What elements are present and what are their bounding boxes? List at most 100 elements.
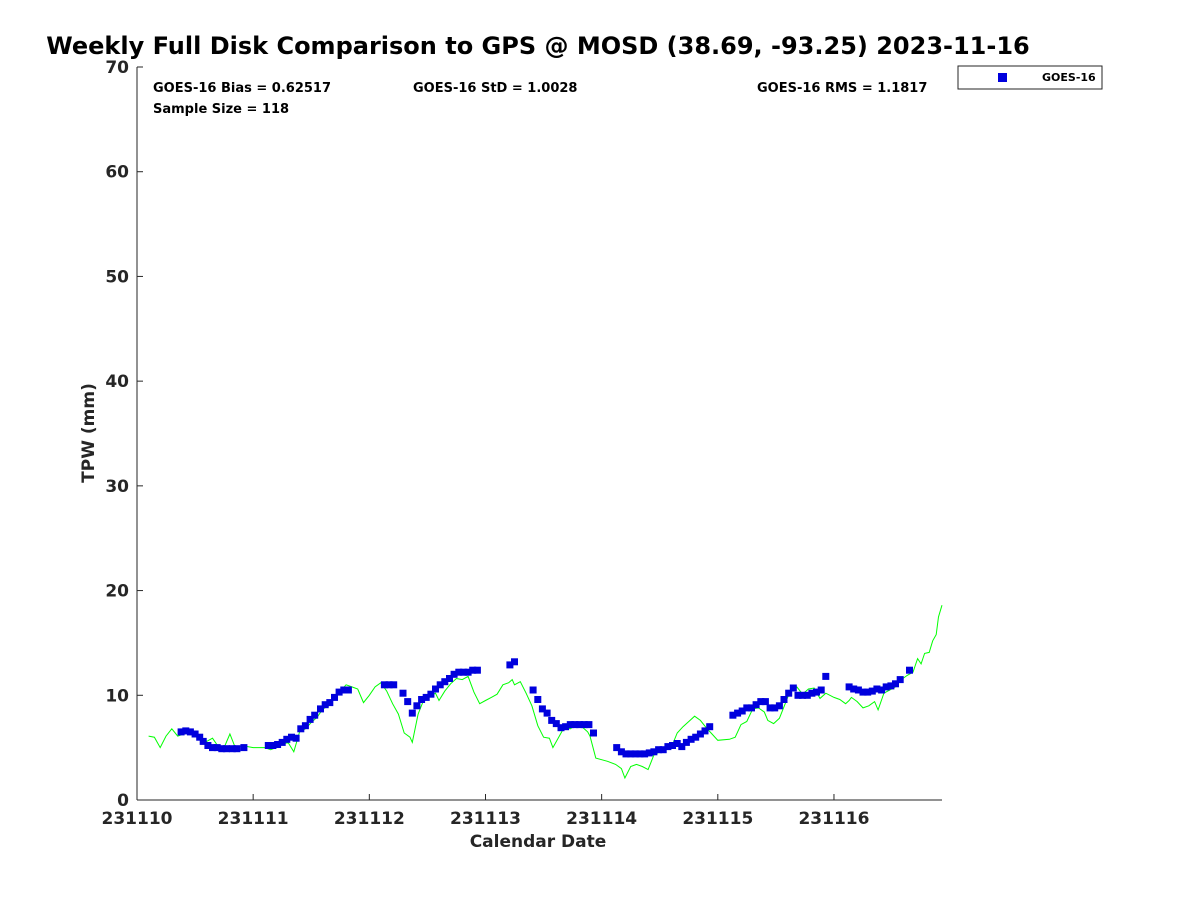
x-tick-label: 231114 — [566, 809, 637, 829]
goes16-data-point — [645, 749, 653, 757]
goes16-data-point — [873, 685, 881, 693]
goes16-data-point — [199, 737, 207, 745]
legend-box — [957, 65, 1103, 90]
goes16-data-point — [892, 680, 899, 688]
goes16-data-point — [218, 745, 226, 753]
chart-title: Weekly Full Disk Comparison to GPS @ MOS… — [46, 32, 1029, 60]
goes16-data-point — [209, 744, 216, 752]
goes16-data-point — [385, 681, 393, 689]
goes16-data-point — [177, 728, 185, 736]
goes16-data-point — [233, 745, 241, 753]
x-tick-label: 231116 — [798, 809, 869, 829]
goes16-data-point — [543, 709, 551, 717]
goes16-data-point — [464, 668, 472, 676]
gps-series-line — [148, 605, 943, 780]
goes16-data-point — [864, 688, 872, 696]
goes16-data-point — [845, 683, 853, 691]
goes16-data-point — [622, 750, 630, 758]
goes16-data-point — [655, 746, 663, 754]
goes16-data-point — [813, 688, 820, 696]
goes16-data-point — [636, 750, 644, 758]
goes16-data-point — [803, 691, 811, 699]
x-tick-label: 231110 — [102, 809, 173, 829]
goes16-data-point — [278, 738, 286, 746]
goes16-data-point — [868, 687, 876, 695]
goes16-data-point — [288, 733, 295, 741]
goes16-data-point — [585, 721, 593, 729]
goes16-data-point — [794, 691, 802, 699]
goes16-data-point — [552, 720, 560, 728]
y-tick-label: 60 — [105, 163, 129, 183]
goes16-data-point — [906, 666, 913, 674]
goes16-data-point — [576, 721, 584, 729]
goes16-data-point — [306, 715, 314, 723]
goes16-data-point — [469, 666, 477, 674]
goes16-data-point — [641, 750, 649, 758]
goes16-data-point — [436, 681, 444, 689]
goes16-data-point — [408, 709, 416, 717]
bias-stat: GOES-16 Bias = 0.62517 — [153, 81, 331, 96]
y-tick-label: 10 — [105, 686, 129, 706]
goes16-data-point — [331, 693, 338, 701]
goes16-data-point — [878, 686, 886, 694]
goes16-data-point — [854, 686, 862, 694]
goes16-data-point — [748, 704, 755, 712]
goes16-data-point — [822, 672, 830, 680]
goes16-data-point — [734, 709, 742, 717]
y-tick-label: 20 — [105, 582, 129, 602]
goes16-data-point — [446, 675, 453, 682]
goes16-data-point — [789, 684, 797, 692]
sample-size-stat: Sample Size = 118 — [153, 102, 289, 117]
goes16-data-point — [292, 734, 300, 742]
goes16-data-point — [404, 698, 412, 706]
legend: GOES-16 — [957, 65, 1103, 90]
goes16-data-point — [571, 721, 579, 729]
goes16-data-point — [427, 690, 435, 698]
rms-stat: GOES-16 RMS = 1.1817 — [757, 81, 927, 96]
goes16-data-point — [743, 704, 751, 712]
goes16-data-point — [548, 716, 556, 724]
goes16-data-point — [738, 707, 746, 715]
goes16-data-point — [511, 658, 518, 666]
y-tick-label: 70 — [105, 58, 129, 78]
std-stat: GOES-16 StD = 1.0028 — [413, 81, 577, 96]
goes16-data-point — [678, 743, 686, 751]
goes16-data-point — [473, 666, 481, 674]
goes16-data-point — [390, 681, 398, 689]
goes16-data-point — [213, 744, 221, 752]
goes16-data-point — [617, 748, 625, 756]
goes16-data-point — [896, 676, 904, 684]
goes16-data-point — [752, 701, 760, 709]
goes16-data-point — [627, 750, 635, 758]
goes16-data-point — [701, 727, 709, 735]
goes16-data-point — [182, 727, 190, 735]
goes16-data-point — [771, 704, 779, 712]
y-tick-label: 50 — [105, 267, 129, 287]
goes16-data-point — [669, 742, 676, 749]
y-axis-label: TPW (mm) — [79, 383, 99, 483]
goes16-data-point — [340, 686, 348, 694]
goes16-data-point — [344, 686, 352, 694]
goes16-data-point — [529, 686, 537, 694]
goes16-data-point — [380, 681, 388, 689]
goes16-data-point — [301, 722, 309, 730]
goes16-data-point — [204, 742, 212, 749]
goes16-data-point — [222, 745, 230, 753]
goes16-data-point — [326, 699, 334, 707]
goes16-data-point — [399, 689, 407, 697]
goes16-data-point — [186, 728, 194, 736]
goes16-data-point — [808, 689, 816, 697]
goes16-data-point — [506, 661, 514, 669]
goes16-data-point — [321, 701, 329, 709]
goes16-data-point — [191, 730, 199, 738]
goes16-data-point — [534, 696, 542, 703]
goes16-data-point — [432, 685, 439, 693]
y-tick-label: 40 — [105, 372, 129, 392]
legend-label-goes16: GOES-16 — [1042, 71, 1096, 84]
goes16-data-point — [566, 721, 574, 729]
goes16-data-point — [455, 668, 463, 676]
goes16-data-point — [317, 705, 324, 713]
goes16-data-point — [729, 711, 737, 719]
goes16-data-point — [887, 682, 895, 690]
x-tick-label: 231113 — [450, 809, 521, 829]
